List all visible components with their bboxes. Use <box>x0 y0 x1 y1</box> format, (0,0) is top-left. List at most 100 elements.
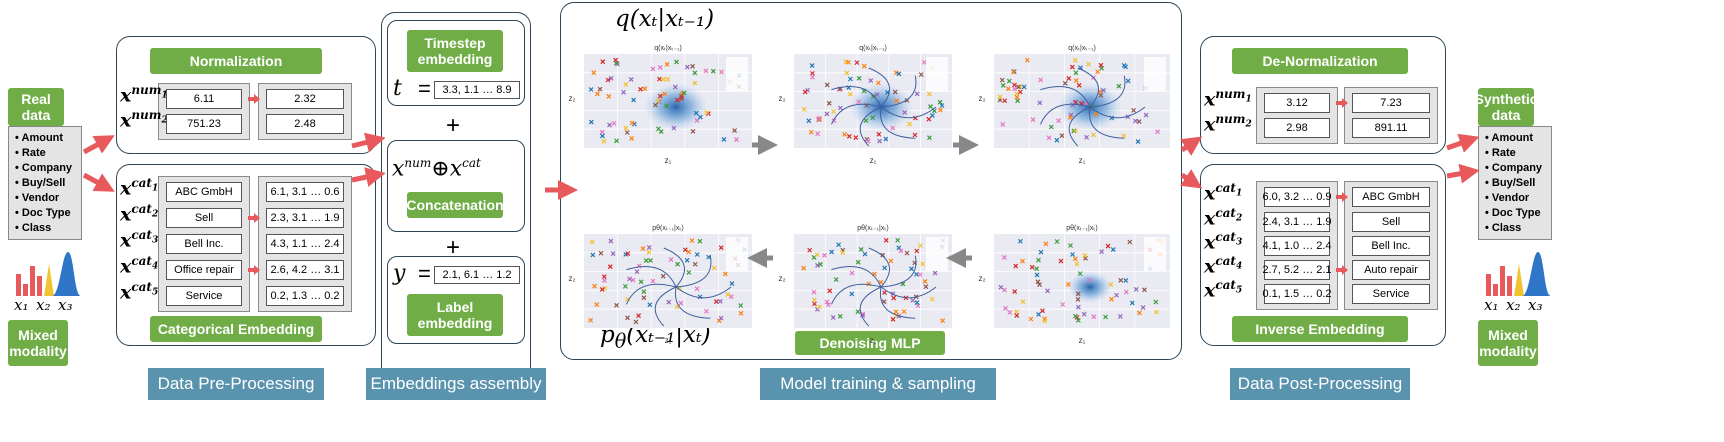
trajectory <box>675 255 712 288</box>
trajectory <box>663 247 685 288</box>
icon-bar <box>1493 284 1498 296</box>
feature: • Vendor <box>15 192 60 204</box>
plot-x-label: z₁ <box>665 336 672 345</box>
trajectory <box>879 106 916 139</box>
section-footer: Model training & sampling <box>760 368 996 400</box>
scatter-marker <box>998 284 1004 290</box>
scatter-marker <box>1123 289 1129 295</box>
scatter-marker <box>650 278 656 284</box>
scatter-marker <box>1069 64 1075 70</box>
scatter-marker <box>1098 62 1104 68</box>
feature-text: Rate <box>1491 147 1516 159</box>
scatter-marker <box>648 258 653 263</box>
scatter-marker <box>631 97 637 103</box>
scatter-marker <box>594 302 600 307</box>
variable: xcat5 <box>1204 278 1242 308</box>
scatter-marker <box>1000 122 1006 127</box>
scatter-marker <box>893 70 899 76</box>
scatter-marker <box>1010 69 1016 75</box>
var-sub: 2 <box>161 115 167 125</box>
var-base: x <box>120 177 132 200</box>
scatter-marker <box>608 238 614 244</box>
scatter-plot: q(xₜ|xₜ₋₁) z₁ z₂ <box>978 45 1170 165</box>
variable: xcat3 <box>1204 230 1242 260</box>
variable: xcat3 <box>120 228 158 258</box>
scatter-marker <box>608 75 614 81</box>
var-sup-text: num <box>404 156 432 170</box>
trajectory <box>859 106 882 147</box>
vector-cell: 3.3, 1.1 … 8.9 <box>434 81 520 99</box>
scatter-marker <box>1028 316 1034 322</box>
scatter-marker <box>678 300 684 306</box>
scatter-marker <box>638 279 644 285</box>
scatter-marker <box>706 254 712 260</box>
scatter-marker <box>1017 238 1023 244</box>
scatter-marker <box>940 318 946 324</box>
scatter-marker <box>675 261 681 267</box>
scatter-marker <box>1045 288 1050 294</box>
scatter-marker <box>861 63 867 69</box>
modality-label: x₃ <box>58 296 73 314</box>
trajectory <box>1039 103 1091 125</box>
plot-title: pθ(xₜ₋₁|xₜ) <box>1066 225 1097 232</box>
scatter-marker <box>738 303 744 308</box>
trajectory <box>880 255 917 288</box>
feature-text: Buy/Sell <box>1491 177 1536 189</box>
scatter-marker <box>1077 271 1083 277</box>
scatter-marker <box>914 300 920 306</box>
icon-bell <box>52 252 81 296</box>
plot-x-label: z₁ <box>1079 336 1086 345</box>
scatter-marker <box>686 270 692 275</box>
symbol: t <box>393 76 402 101</box>
scatter-marker <box>1073 78 1079 84</box>
var-sub: 2 <box>152 209 158 219</box>
trajectory <box>626 266 677 288</box>
var-base: x <box>120 281 132 304</box>
scatter-marker <box>856 75 862 81</box>
scatter-marker <box>1131 107 1136 113</box>
scatter-marker <box>1021 84 1027 90</box>
scatter-marker <box>801 106 807 112</box>
scatter-marker <box>1017 84 1023 90</box>
scatter-marker <box>1143 112 1149 118</box>
scatter-marker <box>883 136 889 142</box>
var-base: x <box>120 109 132 132</box>
scatter-marker <box>891 295 897 301</box>
output-cell: 6.1, 3.1 … 0.6 <box>266 182 344 202</box>
scatter-marker <box>874 92 880 97</box>
output-cell: 7.23 <box>1352 93 1430 113</box>
var-base: x <box>1204 279 1216 302</box>
scatter-marker <box>1123 64 1129 70</box>
scatter-marker <box>824 82 830 88</box>
scatter-marker <box>1127 239 1133 245</box>
var-sub: 4 <box>152 261 158 271</box>
scatter-marker <box>1135 139 1141 144</box>
variable: xcat1 <box>120 176 158 206</box>
scatter-marker <box>1142 287 1147 293</box>
scatter-marker <box>1048 124 1054 130</box>
scatter-plot: pθ(xₜ₋₁|xₜ) z₁ z₂ <box>568 225 752 345</box>
scatter-marker <box>697 114 703 120</box>
scatter-marker <box>674 97 680 103</box>
trajectory <box>1077 67 1099 108</box>
scatter-marker <box>1073 128 1078 134</box>
scatter-marker <box>693 110 699 116</box>
scatter-marker <box>827 288 833 294</box>
scatter-marker <box>1086 277 1092 283</box>
input-cell: 3.12 <box>1264 93 1330 113</box>
var-sup: cat1 <box>131 176 158 193</box>
scatter-marker <box>833 277 839 283</box>
scatter-marker <box>697 238 703 244</box>
scatter-marker <box>614 138 620 144</box>
output-cell: Bell Inc. <box>1352 236 1430 256</box>
variable: xnum1 <box>1204 87 1252 117</box>
scatter-marker <box>809 70 815 76</box>
scatter-marker <box>597 86 603 92</box>
scatter-marker <box>1056 118 1062 124</box>
scatter-marker <box>939 103 945 108</box>
scatter-marker <box>591 70 597 76</box>
var-sup-text: cat <box>1215 181 1236 195</box>
block-title: Concatenation <box>406 192 504 218</box>
scatter-marker <box>1034 272 1040 278</box>
var-base: x <box>1204 207 1216 230</box>
